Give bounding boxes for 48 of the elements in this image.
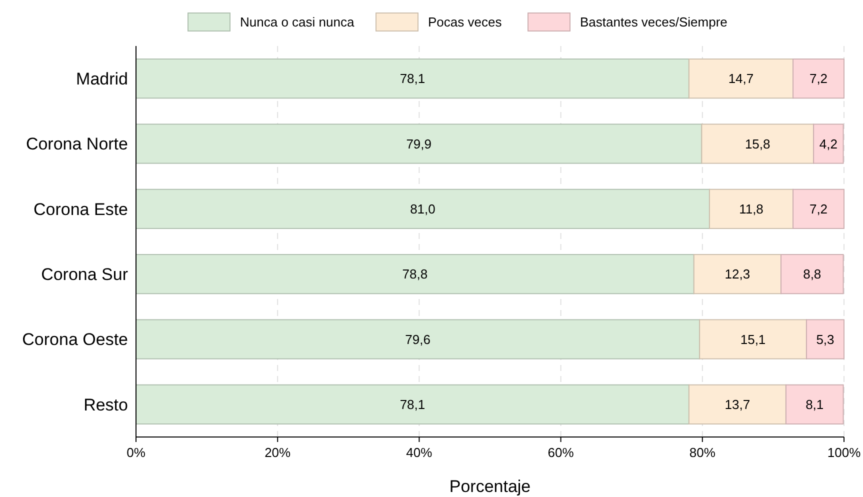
x-axis-title: Porcentaje xyxy=(449,477,531,496)
data-label: 79,6 xyxy=(405,332,430,347)
data-label: 81,0 xyxy=(410,201,436,216)
data-label: 8,1 xyxy=(806,396,824,412)
bar xyxy=(785,384,844,424)
data-label: 4,2 xyxy=(819,136,838,152)
data-label: 11,8 xyxy=(739,201,764,216)
data-label: 13,7 xyxy=(724,396,750,412)
bar xyxy=(136,188,710,229)
data-label: 78,8 xyxy=(402,266,428,282)
data-label: 12,3 xyxy=(724,266,750,282)
bar xyxy=(701,124,814,164)
x-tick-label: 80% xyxy=(689,445,716,460)
bar xyxy=(693,254,782,294)
x-tick-label: 100% xyxy=(827,445,862,460)
bar xyxy=(688,384,786,424)
bar xyxy=(806,319,844,360)
y-tick-label: Corona Oeste xyxy=(22,330,128,350)
bar xyxy=(688,58,794,99)
bar xyxy=(792,188,844,229)
legend-label: Nunca o casi nunca xyxy=(240,14,355,30)
bar xyxy=(699,319,807,360)
data-label: 78,1 xyxy=(400,396,426,412)
data-label: 7,2 xyxy=(809,71,828,86)
data-label: 78,1 xyxy=(400,71,426,86)
bar xyxy=(708,188,794,229)
y-tick-label: Corona Sur xyxy=(41,265,128,284)
x-tick-label: 60% xyxy=(548,445,574,460)
data-label: 15,1 xyxy=(740,332,766,347)
y-tick-label: Madrid xyxy=(76,70,128,89)
legend-label: Bastantes veces/Siempre xyxy=(580,14,728,30)
y-tick-label: Corona Norte xyxy=(26,134,128,154)
data-label: 8,8 xyxy=(803,266,822,282)
x-tick-label: 20% xyxy=(264,445,292,460)
x-tick-label: 40% xyxy=(406,445,433,460)
data-label: 15,8 xyxy=(744,136,770,152)
data-label: 79,9 xyxy=(406,136,432,152)
y-tick-label: Resto xyxy=(84,395,128,414)
data-label: 5,3 xyxy=(816,332,834,347)
x-tick-label: 0% xyxy=(126,445,146,460)
bar xyxy=(813,124,844,164)
data-label: 7,2 xyxy=(809,201,828,216)
bar xyxy=(136,254,694,294)
legend-label: Pocas veces xyxy=(428,14,502,30)
data-label: 14,7 xyxy=(728,71,754,86)
bar xyxy=(792,58,844,99)
bar xyxy=(780,254,844,294)
y-tick-label: Corona Este xyxy=(34,200,128,219)
